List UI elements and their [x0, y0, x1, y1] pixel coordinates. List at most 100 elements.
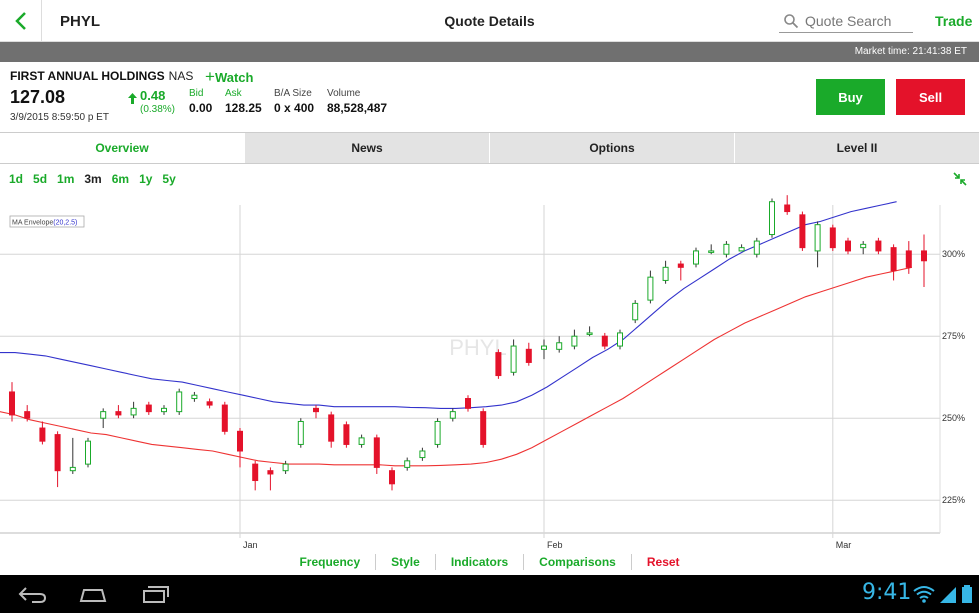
candle-body	[9, 391, 15, 416]
candle-body	[39, 427, 46, 442]
candle	[206, 398, 213, 409]
candle-body	[784, 204, 791, 213]
candle	[845, 237, 851, 255]
candle	[24, 405, 31, 422]
candle-body	[373, 437, 380, 468]
candle-body	[677, 263, 684, 268]
tab-overview[interactable]: Overview	[0, 133, 244, 163]
candle-body	[221, 404, 228, 432]
candle-body	[404, 460, 411, 468]
indicator-label: MA Envelope	[12, 220, 53, 227]
back-button[interactable]	[0, 0, 42, 42]
candles	[9, 195, 927, 491]
period-1y[interactable]: 1y	[139, 172, 153, 186]
period-1d[interactable]: 1d	[9, 172, 24, 186]
candle	[419, 447, 426, 461]
candle-body	[313, 407, 319, 413]
sell-button[interactable]: Sell	[896, 79, 965, 115]
candle	[556, 336, 563, 353]
candle	[282, 460, 289, 474]
candle-body	[282, 463, 289, 472]
candle-body	[358, 437, 365, 445]
candle-body	[389, 470, 395, 485]
comparisons-link[interactable]: Comparisons	[523, 554, 631, 570]
style-link[interactable]: Style	[375, 554, 435, 570]
tab-news[interactable]: News	[244, 133, 489, 163]
period-1m[interactable]: 1m	[57, 172, 75, 186]
top-bar: PHYL Quote Details Trade	[0, 0, 979, 42]
candle-body	[465, 398, 471, 409]
candle-body	[100, 411, 107, 419]
period-5y[interactable]: 5y	[162, 172, 176, 186]
candle	[617, 329, 623, 350]
tab-options[interactable]: Options	[489, 133, 734, 163]
candle	[769, 198, 775, 238]
chart-options: Frequency Style Indicators Comparisons R…	[0, 551, 979, 573]
ba-size-label: B/A Size	[274, 88, 312, 99]
nav-back-icon[interactable]	[18, 584, 48, 604]
watch-label: Watch	[214, 70, 254, 85]
candle	[525, 342, 532, 366]
buy-button[interactable]: Buy	[816, 79, 885, 115]
trade-link[interactable]: Trade	[935, 13, 973, 29]
candle-body	[434, 420, 441, 445]
tab-level-ii[interactable]: Level II	[734, 133, 979, 163]
candle-body	[130, 407, 137, 416]
candle-body	[556, 342, 563, 350]
candle-body	[419, 450, 426, 459]
y-axis: 225% 250% 275% 300%	[942, 249, 965, 505]
period-6m[interactable]: 6m	[111, 172, 130, 186]
candle-body	[617, 332, 623, 347]
candle-body	[845, 240, 851, 252]
candle	[343, 421, 350, 448]
x-axis: Jan Feb Mar	[243, 540, 851, 550]
candle-body	[905, 250, 912, 268]
candle-body	[328, 414, 335, 442]
candle-body	[693, 250, 699, 265]
frequency-link[interactable]: Frequency	[299, 555, 361, 569]
company-name-text: FIRST ANNUAL HOLDINGS	[10, 69, 165, 83]
quote-search[interactable]	[779, 9, 913, 33]
candle	[921, 234, 927, 287]
candle-body	[161, 407, 167, 413]
candle-body	[191, 394, 198, 400]
candle	[434, 418, 441, 448]
candle-body	[586, 332, 593, 335]
candle	[267, 467, 274, 491]
period-3m[interactable]: 3m	[84, 172, 102, 186]
y-tick-label: 250%	[942, 413, 965, 423]
change-percent: (0.38%)	[140, 104, 176, 115]
price-chart[interactable]: PHYL MA Envelope(20,2.5) 225%250%275%300…	[0, 190, 979, 550]
candle	[541, 339, 547, 360]
nav-home-icon[interactable]	[78, 584, 108, 604]
candle-body	[769, 201, 775, 236]
change-value: 0.48	[140, 88, 166, 103]
search-input[interactable]	[805, 12, 911, 29]
quote-datetime: 3/9/2015 8:59:50 p ET	[10, 112, 109, 123]
ask-stat: Ask 128.25	[225, 88, 262, 115]
candle	[693, 247, 699, 268]
candle	[677, 260, 684, 281]
candle	[54, 431, 61, 488]
volume-label: Volume	[327, 88, 361, 99]
y-tick-label: 225%	[942, 495, 965, 505]
candle-body	[541, 345, 547, 350]
candle-body	[662, 266, 669, 281]
collapse-chart-icon[interactable]	[953, 172, 967, 186]
indicators-link[interactable]: Indicators	[434, 554, 523, 570]
candle	[39, 421, 46, 445]
watch-button[interactable]: +Watch	[205, 67, 253, 87]
system-nav-bar: 9:41	[0, 575, 979, 613]
candle	[905, 241, 912, 274]
candle-body	[343, 424, 350, 445]
nav-recent-apps-icon[interactable]	[140, 584, 170, 604]
candle-body	[708, 250, 715, 253]
candle-body	[510, 345, 517, 373]
period-5d[interactable]: 5d	[33, 172, 48, 186]
ba-size-value: 0 x 400	[274, 101, 315, 115]
candle	[632, 300, 639, 324]
candle	[237, 428, 243, 468]
battery-icon	[962, 585, 972, 603]
candle-body	[738, 247, 745, 252]
reset-link[interactable]: Reset	[630, 554, 695, 570]
